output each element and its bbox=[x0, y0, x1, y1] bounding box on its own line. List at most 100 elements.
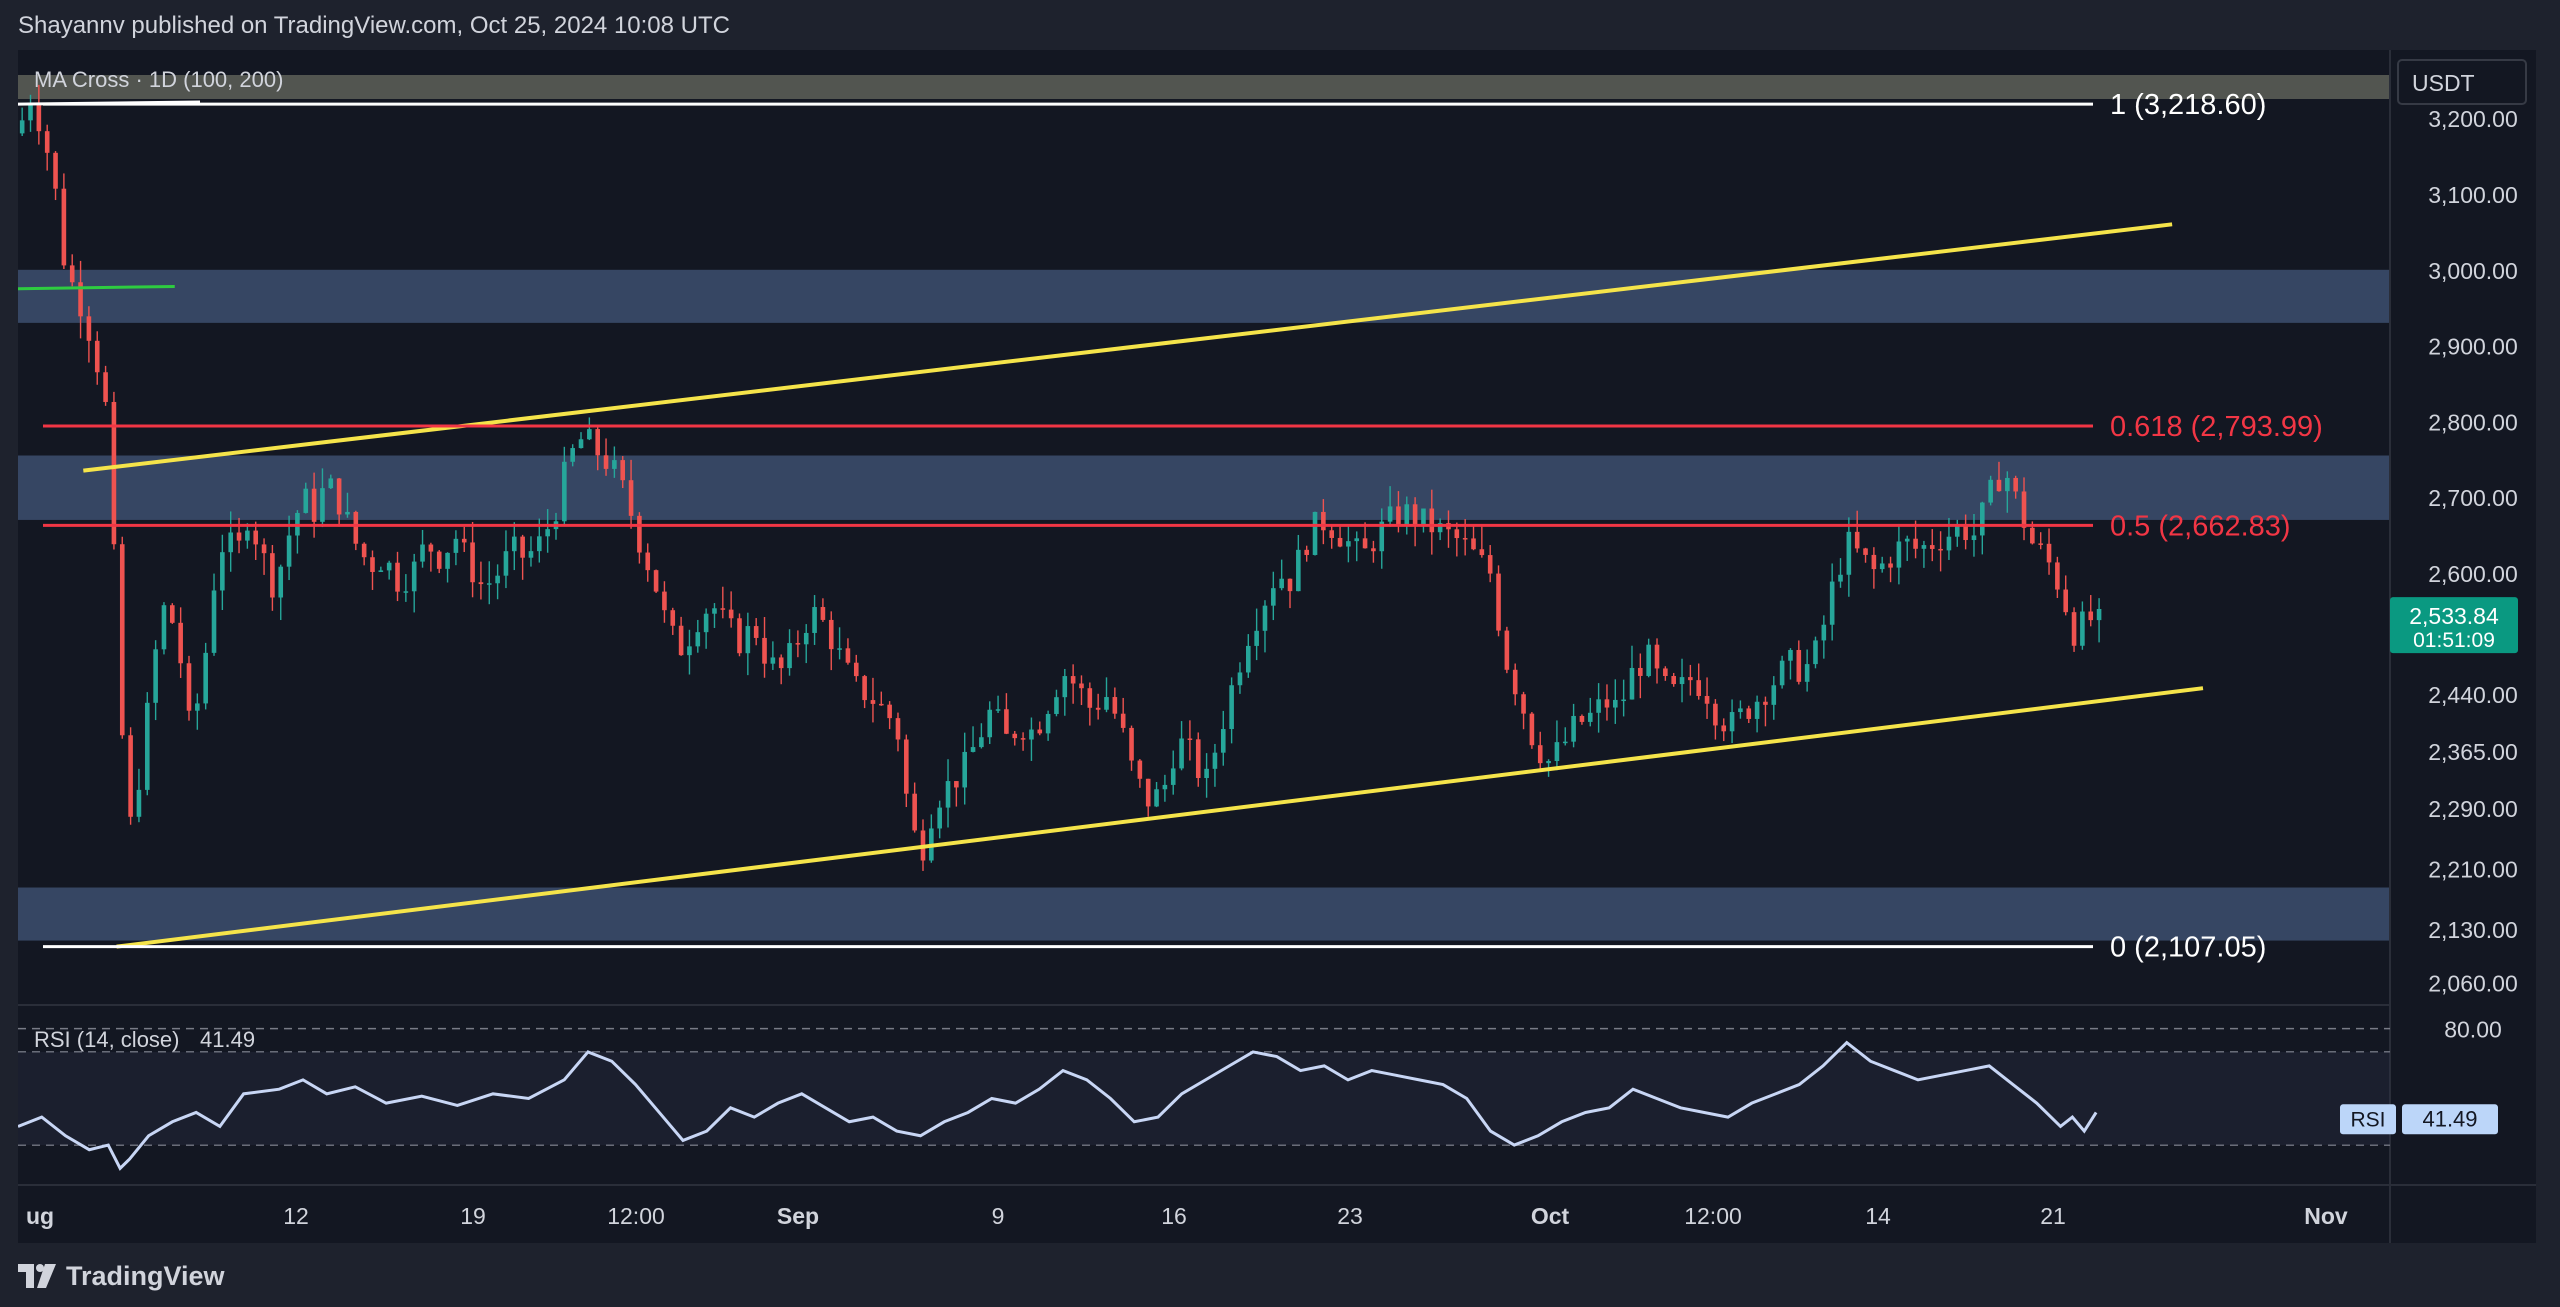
candle bbox=[1754, 695, 1760, 733]
candle bbox=[69, 254, 75, 287]
candle bbox=[2088, 595, 2094, 627]
candle bbox=[1596, 683, 1601, 733]
candle-body bbox=[119, 544, 125, 736]
candle bbox=[470, 521, 475, 598]
candle bbox=[1287, 578, 1293, 609]
candle bbox=[19, 107, 25, 136]
candle-body bbox=[486, 583, 492, 585]
candle bbox=[895, 712, 901, 752]
candle bbox=[1571, 703, 1576, 748]
candle bbox=[361, 542, 367, 566]
candle bbox=[787, 629, 792, 676]
candle-body bbox=[1054, 697, 1059, 714]
price-chart[interactable]: 1 (3,218.60) 0.618 (2,793.99) 0.5 (2,662.8… bbox=[18, 50, 2536, 1243]
candle bbox=[370, 550, 375, 590]
candle-body bbox=[1746, 708, 1752, 719]
candle-body bbox=[411, 561, 417, 592]
candle bbox=[170, 603, 175, 624]
candle bbox=[1070, 664, 1076, 704]
candle-body bbox=[1371, 548, 1376, 552]
candle bbox=[520, 534, 525, 580]
candle bbox=[1029, 717, 1034, 761]
candle bbox=[2063, 575, 2069, 616]
price-tick-label: 3,200.00 bbox=[2428, 106, 2518, 132]
candle-body bbox=[1070, 676, 1076, 684]
candle-body bbox=[1421, 508, 1426, 526]
candle bbox=[620, 456, 626, 489]
candle-body bbox=[111, 401, 117, 545]
price-axis[interactable]: 3,200.00 3,100.00 3,000.00 2,900.00 2,800.00… bbox=[2390, 59, 2527, 996]
time-tick-label: 12:00 bbox=[1684, 1203, 1742, 1229]
candle-body bbox=[1721, 725, 1727, 732]
candle bbox=[1312, 511, 1318, 556]
fib-level-label: 0.5 (2,662.83) bbox=[2110, 510, 2291, 542]
candle bbox=[720, 586, 726, 619]
candle bbox=[995, 695, 1001, 714]
candle-body bbox=[1679, 677, 1685, 685]
currency-box bbox=[2397, 59, 2527, 105]
candle-body bbox=[1562, 741, 1568, 744]
candle bbox=[937, 800, 942, 839]
candle bbox=[461, 526, 467, 553]
candle-body bbox=[1037, 729, 1043, 734]
indicator-label: MA Cross · 1D (100, 200) bbox=[34, 67, 283, 92]
fib-level-label: 0 (2,107.05) bbox=[2110, 932, 2266, 964]
candle bbox=[1804, 649, 1810, 692]
candle bbox=[445, 552, 450, 583]
candle-body bbox=[1512, 669, 1518, 695]
candle bbox=[1496, 565, 1501, 637]
candle bbox=[778, 654, 784, 685]
time-tick-label: 12 bbox=[283, 1203, 309, 1229]
candle bbox=[987, 701, 993, 745]
candle bbox=[1429, 489, 1435, 555]
candle-body bbox=[1137, 760, 1143, 779]
candle-body bbox=[670, 610, 676, 626]
candle-body bbox=[995, 709, 1001, 711]
candle-body bbox=[762, 637, 767, 664]
candle-body bbox=[1587, 712, 1593, 722]
candle bbox=[303, 482, 309, 514]
candle-body bbox=[1020, 738, 1026, 740]
candle-body bbox=[578, 439, 584, 449]
candle-body bbox=[328, 478, 334, 489]
candle-body bbox=[1404, 504, 1410, 526]
candle-body bbox=[1112, 697, 1118, 714]
fib-level-label: 0.618 (2,793.99) bbox=[2110, 411, 2323, 443]
candle bbox=[44, 124, 50, 171]
sr-zone bbox=[18, 887, 2390, 941]
candle bbox=[1587, 697, 1593, 727]
candle-body bbox=[678, 625, 684, 656]
candle-body bbox=[1087, 688, 1093, 708]
candle bbox=[1896, 523, 1902, 585]
candle-body bbox=[1904, 538, 1910, 542]
candle-body bbox=[1504, 630, 1510, 670]
candle-body bbox=[1412, 504, 1418, 526]
candle-body bbox=[453, 538, 459, 553]
candle bbox=[587, 417, 592, 441]
price-tick-label: 2,210.00 bbox=[2428, 857, 2518, 883]
time-tick-label: 21 bbox=[2040, 1203, 2066, 1229]
candle-body bbox=[86, 316, 92, 341]
candle-body bbox=[1287, 578, 1293, 592]
candle-body bbox=[1804, 664, 1810, 682]
candle bbox=[353, 510, 359, 551]
candle-body bbox=[1145, 778, 1151, 807]
price-tick-label: 2,130.00 bbox=[2428, 917, 2518, 943]
candle bbox=[1087, 682, 1093, 726]
candle-body bbox=[144, 702, 150, 790]
candle-body bbox=[2088, 611, 2094, 621]
candle-body bbox=[1546, 761, 1551, 764]
candle bbox=[86, 306, 92, 363]
candle bbox=[1162, 774, 1168, 802]
candle bbox=[1779, 655, 1785, 689]
candle-body bbox=[620, 460, 626, 481]
candle-body bbox=[1938, 548, 1943, 551]
candle bbox=[1170, 750, 1176, 795]
candle bbox=[1296, 534, 1301, 592]
candle bbox=[1487, 545, 1493, 583]
tradingview-brand[interactable]: TradingView bbox=[18, 1258, 225, 1294]
candle bbox=[653, 569, 659, 593]
candle-body bbox=[1663, 668, 1668, 677]
candle-body bbox=[1696, 680, 1702, 696]
time-axis[interactable]: ug 12 19 12:00 Sep 9 16 23 Oct 12:00 14 21 Nov bbox=[26, 1203, 2348, 1229]
